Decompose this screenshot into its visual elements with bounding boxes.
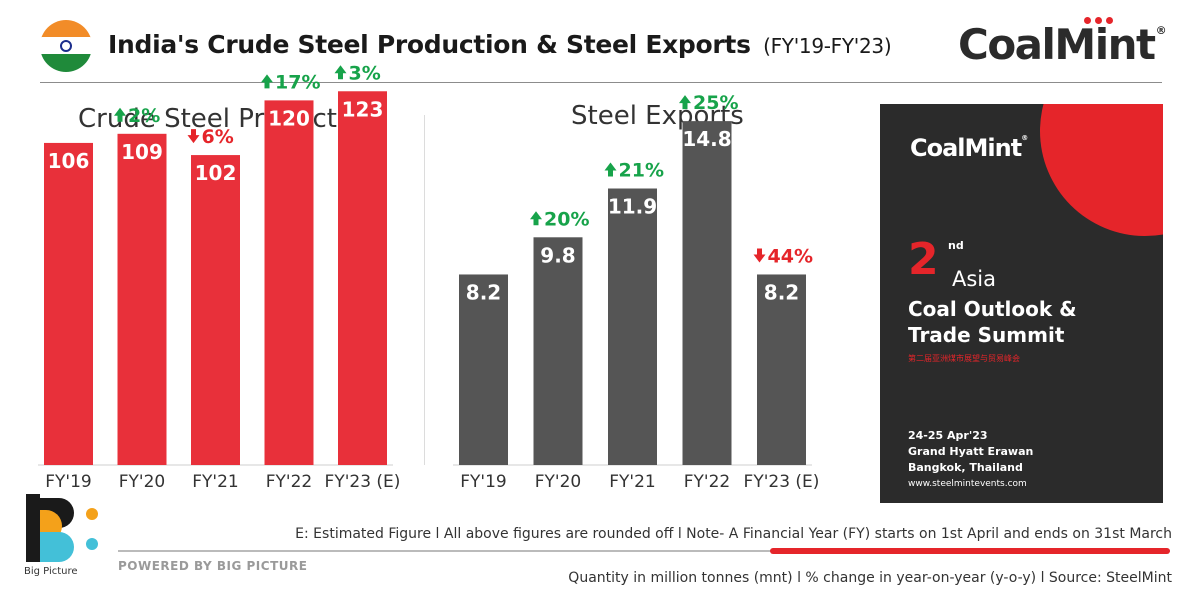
- big-picture-logo-icon: [26, 494, 106, 564]
- production-tick-label: FY'23 (E): [325, 472, 401, 492]
- exports-bar: [757, 274, 806, 465]
- brand-registered-mark: ®: [1155, 24, 1167, 37]
- event-poster[interactable]: CoalMint® 2 nd Asia Coal Outlook & Trade…: [880, 104, 1163, 503]
- poster-edition-suffix: nd: [948, 239, 964, 252]
- exports-tick-label: FY'21: [609, 472, 655, 492]
- arrow-up-icon: [114, 107, 126, 122]
- production-bar: [117, 133, 167, 466]
- production-value-label: 109: [121, 140, 163, 164]
- production-tick-label: FY'21: [192, 472, 238, 492]
- footnote-1: E: Estimated Figure l All above figures …: [295, 526, 1172, 542]
- production-value-label: 106: [48, 149, 90, 173]
- brand-name: CoalMint: [958, 20, 1156, 69]
- poster-event-line1: Coal Outlook &: [908, 297, 1077, 321]
- production-bar: [338, 91, 387, 466]
- exports-bar: [682, 121, 732, 465]
- poster-red-circle: [1040, 104, 1163, 236]
- exports-bar: [608, 188, 657, 465]
- production-change-label: 3%: [349, 62, 381, 84]
- poster-city: Bangkok, Thailand: [908, 461, 1023, 474]
- poster-brand-mark: ®: [1021, 134, 1028, 142]
- page-title-text: India's Crude Steel Production & Steel E…: [108, 30, 751, 59]
- arrow-up-icon: [679, 95, 691, 110]
- production-change-label: 6%: [202, 126, 234, 148]
- footnote-2: Quantity in million tonnes (mnt) l % cha…: [568, 570, 1172, 586]
- exports-tick-label: FY'23 (E): [744, 472, 820, 492]
- chart-divider: [424, 115, 425, 465]
- bar-charts: 106 FY'19 109 FY'20 2% 102 FY'21 6% 120 FY'22 17% 1…: [38, 62, 820, 492]
- powered-by: POWERED BY BIG PICTURE: [118, 559, 308, 573]
- poster-url[interactable]: www.steelmintevents.com: [908, 479, 1027, 489]
- production-value-label: 123: [342, 97, 384, 121]
- exports-tick-label: FY'22: [684, 472, 730, 492]
- exports-change-label: 20%: [544, 208, 589, 230]
- exports-bar: [459, 274, 508, 465]
- logo-caption: Big Picture: [24, 566, 78, 577]
- exports-change-label: 25%: [693, 92, 738, 114]
- brand-logo: CoalMint®: [958, 20, 1167, 69]
- exports-change-label: 44%: [768, 245, 813, 267]
- poster-event-chinese: 第二届亚洲煤市展望与贸易峰会: [908, 354, 1020, 363]
- exports-tick-label: FY'20: [535, 472, 581, 492]
- header-divider: [40, 82, 1162, 83]
- exports-value-label: 8.2: [466, 280, 501, 304]
- production-chart-title: Crude Steel Production: [78, 104, 377, 134]
- exports-value-label: 8.2: [764, 280, 799, 304]
- arrow-up-icon: [261, 74, 273, 89]
- poster-event-line2: Trade Summit: [908, 323, 1065, 347]
- poster-region: Asia: [952, 267, 997, 291]
- arrow-down-icon: [753, 248, 766, 263]
- production-tick-label: FY'20: [119, 472, 165, 492]
- production-value-label: 102: [195, 161, 237, 185]
- production-change-label: 17%: [275, 71, 320, 93]
- exports-value-label: 9.8: [540, 243, 575, 267]
- exports-change-label: 21%: [619, 160, 664, 182]
- arrow-up-icon: [530, 211, 542, 226]
- production-change-label: 2%: [128, 105, 160, 127]
- production-bar: [44, 142, 93, 465]
- footer-line: [118, 550, 1170, 552]
- arrow-up-icon: [334, 65, 347, 80]
- poster-date: 24-25 Apr'23: [908, 429, 988, 442]
- poster-venue: Grand Hyatt Erawan: [908, 445, 1034, 458]
- arrow-down-icon: [187, 129, 200, 144]
- page-title: India's Crude Steel Production & Steel E…: [108, 30, 892, 59]
- exports-value-label: 14.8: [682, 127, 731, 151]
- exports-bar: [533, 237, 583, 465]
- header: India's Crude Steel Production & Steel E…: [0, 0, 1200, 84]
- production-bar: [191, 155, 240, 466]
- production-tick-label: FY'22: [266, 472, 312, 492]
- exports-value-label: 11.9: [608, 195, 657, 219]
- exports-tick-label: FY'19: [460, 472, 506, 492]
- poster-edition-number: 2: [908, 234, 939, 285]
- arrow-up-icon: [604, 162, 617, 177]
- production-bar: [264, 100, 314, 465]
- page-subtitle: (FY'19-FY'23): [763, 34, 892, 58]
- production-tick-label: FY'19: [45, 472, 91, 492]
- poster-brand: CoalMint®: [910, 134, 1028, 162]
- production-value-label: 120: [268, 106, 310, 130]
- india-flag-icon: [40, 20, 92, 72]
- brand-dots-icon: [1084, 17, 1114, 25]
- footer-accent-line: [770, 548, 1170, 554]
- poster-brand-name: CoalMint: [910, 134, 1022, 162]
